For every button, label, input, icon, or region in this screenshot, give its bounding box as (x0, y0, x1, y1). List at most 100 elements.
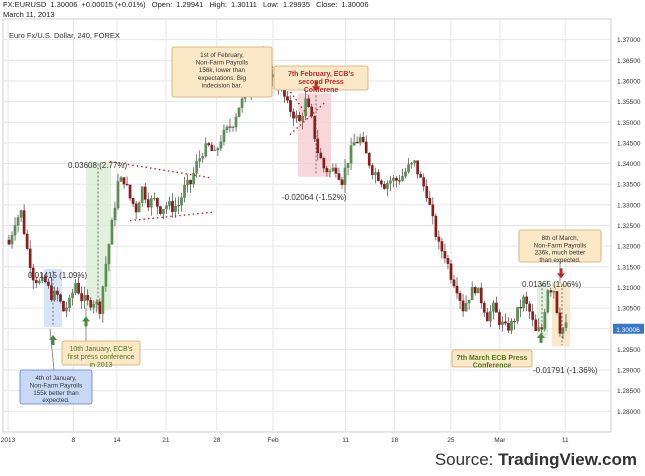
annotation-feb1-text: 156k, lower than (199, 67, 246, 74)
candle-body (195, 161, 199, 174)
candle-body (488, 311, 492, 322)
measure-label-1: 0.01415 (1.09%) (28, 271, 87, 280)
candle-body (331, 167, 335, 172)
candle-body (207, 143, 211, 146)
measure-zone (86, 161, 111, 311)
candle-body (443, 251, 447, 259)
chart-title: Euro Fx/U.S. Dollar, 240, FOREX (9, 31, 120, 40)
open-label: Open: (151, 0, 173, 9)
x-tick-label: 11 (562, 437, 569, 444)
candle-body (422, 177, 426, 187)
high-label: High: (209, 0, 227, 9)
candle-body (289, 100, 292, 112)
y-tick-label: 1.31500 (617, 264, 641, 271)
candle-body (561, 327, 565, 334)
candle-body (325, 167, 329, 173)
candle-body (228, 126, 232, 128)
candle-body (464, 302, 468, 312)
candle-body (25, 233, 29, 249)
candle-body (47, 281, 50, 286)
candle-body (119, 177, 123, 182)
candle-body (77, 282, 80, 294)
candle-body (316, 138, 320, 154)
candle-body (65, 307, 68, 312)
x-tick-label: Feb (267, 437, 279, 444)
candle-body (407, 164, 410, 173)
candle-body (180, 197, 183, 206)
candle-body (479, 287, 483, 304)
candle-body (428, 197, 432, 205)
candle-body (86, 295, 90, 301)
symbol-label: FX:EURUSD (3, 0, 47, 9)
candle-body (140, 186, 144, 204)
candle-body (355, 141, 359, 144)
candle-body (419, 174, 423, 178)
y-tick-label: 1.35000 (617, 120, 641, 127)
candle-body (389, 180, 392, 184)
candle-body (516, 306, 519, 322)
candle-body (155, 198, 159, 207)
candle-body (537, 327, 541, 331)
candle-body (210, 144, 214, 151)
change-value: +0.00015 (+0.01%) (81, 0, 146, 9)
candle-body (337, 173, 341, 180)
candle-body (470, 287, 474, 301)
callout-pointer (49, 328, 55, 371)
candle-body (410, 162, 413, 165)
candle-body (340, 179, 344, 185)
arrow-up-icon (49, 334, 57, 345)
chart-date: March 11, 2013 (3, 10, 55, 19)
close-label: Close: (316, 0, 338, 9)
candle-body (149, 198, 153, 208)
candle-body (564, 322, 568, 328)
candle-body (367, 153, 371, 166)
candle-body (168, 201, 171, 206)
candle-body (507, 323, 510, 331)
candle-body (152, 198, 156, 200)
candle-body (446, 258, 450, 264)
candle-body (219, 141, 223, 149)
candle-body (104, 263, 108, 287)
y-tick-label: 1.29000 (617, 368, 641, 375)
last-price: 1.30006 (50, 0, 78, 9)
candle-body (171, 201, 174, 212)
annotation-feb7-text: 7th February, ECB's (288, 71, 354, 78)
candle-body (192, 173, 196, 185)
annotation-mar8-text: 8th of March, (542, 235, 579, 242)
candle-body (98, 301, 102, 314)
candle-body (177, 205, 180, 207)
candle-body (131, 198, 135, 204)
candle-body (40, 276, 44, 282)
candle-body (122, 177, 126, 185)
arrow-up-icon (82, 316, 90, 327)
candle-body (31, 267, 35, 281)
x-tick-label: Mar (494, 437, 506, 444)
candle-body (343, 167, 347, 185)
high-value: 1.30111 (230, 0, 257, 9)
annotation-mar8-text: 236k, much better (535, 250, 585, 257)
candle-body (352, 141, 356, 146)
last-price-badge (613, 323, 644, 334)
candle-body (310, 106, 314, 117)
source-credit: Source: TradingView.com (435, 450, 637, 470)
annotation-jan4-text: expected. (42, 397, 70, 404)
y-tick-label: 1.28000 (617, 409, 641, 416)
candle-body (485, 312, 489, 322)
candle-body (455, 285, 459, 294)
annotation-feb7-box (273, 65, 369, 91)
annotation-feb1-text: Non-Farm Payrolls (196, 60, 248, 67)
candle-body (437, 236, 441, 242)
candle-body (174, 205, 177, 212)
candle-body (404, 171, 407, 177)
candle-body (395, 177, 398, 181)
annotation-mar7-box (451, 349, 533, 368)
open-value: 1.29941 (176, 0, 204, 9)
candle-body (513, 321, 516, 323)
candle-body (358, 137, 362, 144)
candle-body (461, 300, 465, 312)
candle-body (519, 306, 522, 309)
candle-body (528, 303, 532, 312)
candle-body (383, 184, 386, 189)
candle-body (128, 184, 132, 199)
